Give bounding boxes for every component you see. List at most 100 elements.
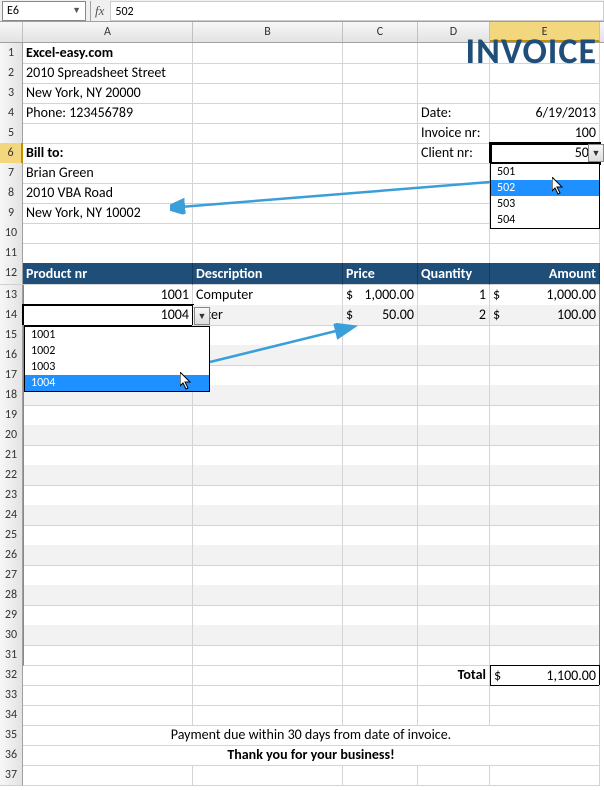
row-header[interactable]: 20: [0, 425, 23, 446]
row-header[interactable]: 27: [0, 565, 23, 586]
dropdown-option[interactable]: 1002: [25, 343, 209, 359]
row-header[interactable]: 5: [0, 123, 23, 144]
row-header[interactable]: 14: [0, 305, 23, 326]
client-dropdown[interactable]: 501 502 503 504: [490, 163, 600, 229]
row-header[interactable]: 26: [0, 545, 23, 566]
row-header[interactable]: 8: [0, 183, 23, 204]
company-name[interactable]: Excel-easy.com: [23, 43, 193, 64]
dropdown-option[interactable]: 502: [491, 180, 599, 196]
total-row: 32 Total $1,100.00: [0, 665, 604, 685]
cell-amount[interactable]: $1,000.00: [490, 285, 600, 306]
cell-description[interactable]: Computer: [193, 285, 343, 306]
formula-input[interactable]: 502: [110, 1, 604, 21]
row-header[interactable]: 31: [0, 645, 23, 666]
row-header[interactable]: 3: [0, 83, 23, 104]
row-header[interactable]: 22: [0, 465, 23, 486]
row-2: 2 2010 Spreadsheet Street INVOICE: [0, 63, 604, 83]
th-price[interactable]: Price: [343, 263, 418, 285]
footer-line1[interactable]: Payment due within 30 days from date of …: [23, 725, 600, 746]
cell-product-nr-active[interactable]: 1004: [23, 305, 193, 326]
row-header[interactable]: 7: [0, 163, 23, 184]
table-row-empty: 29: [0, 605, 604, 625]
total-label[interactable]: Total: [418, 665, 490, 686]
date-value[interactable]: 6/19/2013: [490, 103, 600, 124]
bill-to-label[interactable]: Bill to:: [23, 143, 193, 164]
row-header[interactable]: 36: [0, 745, 23, 766]
dropdown-option[interactable]: 1003: [25, 359, 209, 375]
cell-price[interactable]: $1,000.00: [343, 285, 418, 306]
th-product-nr[interactable]: Product nr: [23, 263, 193, 285]
row-header[interactable]: 30: [0, 625, 23, 646]
row-header[interactable]: 10: [0, 223, 23, 244]
table-row-empty: 27: [0, 565, 604, 585]
row-header[interactable]: 11: [0, 243, 23, 264]
col-header-b[interactable]: B: [193, 22, 343, 42]
company-city[interactable]: New York, NY 20000: [23, 83, 193, 104]
invoice-nr-label[interactable]: Invoice nr:: [418, 123, 490, 144]
select-all-corner[interactable]: [0, 22, 23, 42]
row-header[interactable]: 32: [0, 665, 23, 686]
row-header[interactable]: 9: [0, 203, 23, 224]
bill-street[interactable]: 2010 VBA Road: [23, 183, 193, 204]
row-5: 5 Invoice nr: 100: [0, 123, 604, 143]
row-header[interactable]: 29: [0, 605, 23, 626]
row-header[interactable]: 21: [0, 445, 23, 466]
row-header[interactable]: 2: [0, 63, 23, 84]
cell-qty[interactable]: 1: [418, 285, 490, 306]
row-36: 36 Thank you for your business!: [0, 745, 604, 765]
client-nr-label[interactable]: Client nr:: [418, 143, 490, 164]
row-header[interactable]: 13: [0, 285, 23, 306]
col-header-c[interactable]: C: [343, 22, 418, 42]
dropdown-option[interactable]: 503: [491, 196, 599, 212]
date-label[interactable]: Date:: [418, 103, 490, 124]
cell-amount[interactable]: $100.00: [490, 305, 600, 326]
product-dropdown[interactable]: 1001 1002 1003 1004: [24, 326, 210, 392]
bill-name[interactable]: Brian Green: [23, 163, 193, 184]
th-amount[interactable]: Amount: [490, 263, 600, 285]
dropdown-option[interactable]: 1004: [25, 375, 209, 391]
dropdown-option[interactable]: 504: [491, 212, 599, 228]
row-35: 35 Payment due within 30 days from date …: [0, 725, 604, 745]
row-header[interactable]: 37: [0, 765, 23, 786]
company-street[interactable]: 2010 Spreadsheet Street: [23, 63, 193, 84]
cell-qty[interactable]: 2: [418, 305, 490, 326]
th-quantity[interactable]: Quantity: [418, 263, 490, 285]
formula-bar: E6 ▼ fx 502: [0, 0, 604, 22]
row-header[interactable]: 16: [0, 345, 23, 366]
th-description[interactable]: Description: [193, 263, 343, 285]
cell-product-nr[interactable]: 1001: [23, 285, 193, 306]
row-header[interactable]: 12: [0, 263, 23, 285]
row-header[interactable]: 28: [0, 585, 23, 606]
client-dropdown-button[interactable]: ▼: [588, 144, 604, 162]
row-header[interactable]: 24: [0, 505, 23, 526]
dropdown-option[interactable]: 501: [491, 164, 599, 180]
row-header[interactable]: 34: [0, 705, 23, 726]
fx-icon[interactable]: fx: [95, 3, 104, 19]
row-11: 11: [0, 243, 604, 263]
table-row-empty: 19: [0, 405, 604, 425]
dropdown-option[interactable]: 1001: [25, 327, 209, 343]
col-header-a[interactable]: A: [23, 22, 193, 42]
company-phone[interactable]: Phone: 123456789: [23, 103, 193, 124]
row-header[interactable]: 4: [0, 103, 23, 124]
row-header[interactable]: 23: [0, 485, 23, 506]
row-header[interactable]: 1: [0, 43, 23, 64]
row-header[interactable]: 17: [0, 365, 23, 386]
total-value[interactable]: $1,100.00: [490, 665, 600, 686]
row-header[interactable]: 15: [0, 325, 23, 346]
row-header[interactable]: 25: [0, 525, 23, 546]
footer-line2[interactable]: Thank you for your business!: [23, 745, 600, 766]
table-row-empty: 28: [0, 585, 604, 605]
row-header[interactable]: 35: [0, 725, 23, 746]
row-header[interactable]: 19: [0, 405, 23, 426]
row-header[interactable]: 18: [0, 385, 23, 406]
table-row-empty: 25: [0, 525, 604, 545]
name-box-dropdown-icon[interactable]: ▼: [72, 5, 81, 16]
arrow-annotation-icon: [170, 172, 500, 232]
invoice-nr-value[interactable]: 100: [490, 123, 600, 144]
bill-city[interactable]: New York, NY 10002: [23, 203, 193, 224]
row-header[interactable]: 6: [0, 143, 23, 164]
client-nr-cell[interactable]: 502: [490, 143, 600, 164]
name-box[interactable]: E6 ▼: [2, 1, 86, 21]
row-header[interactable]: 33: [0, 685, 23, 706]
